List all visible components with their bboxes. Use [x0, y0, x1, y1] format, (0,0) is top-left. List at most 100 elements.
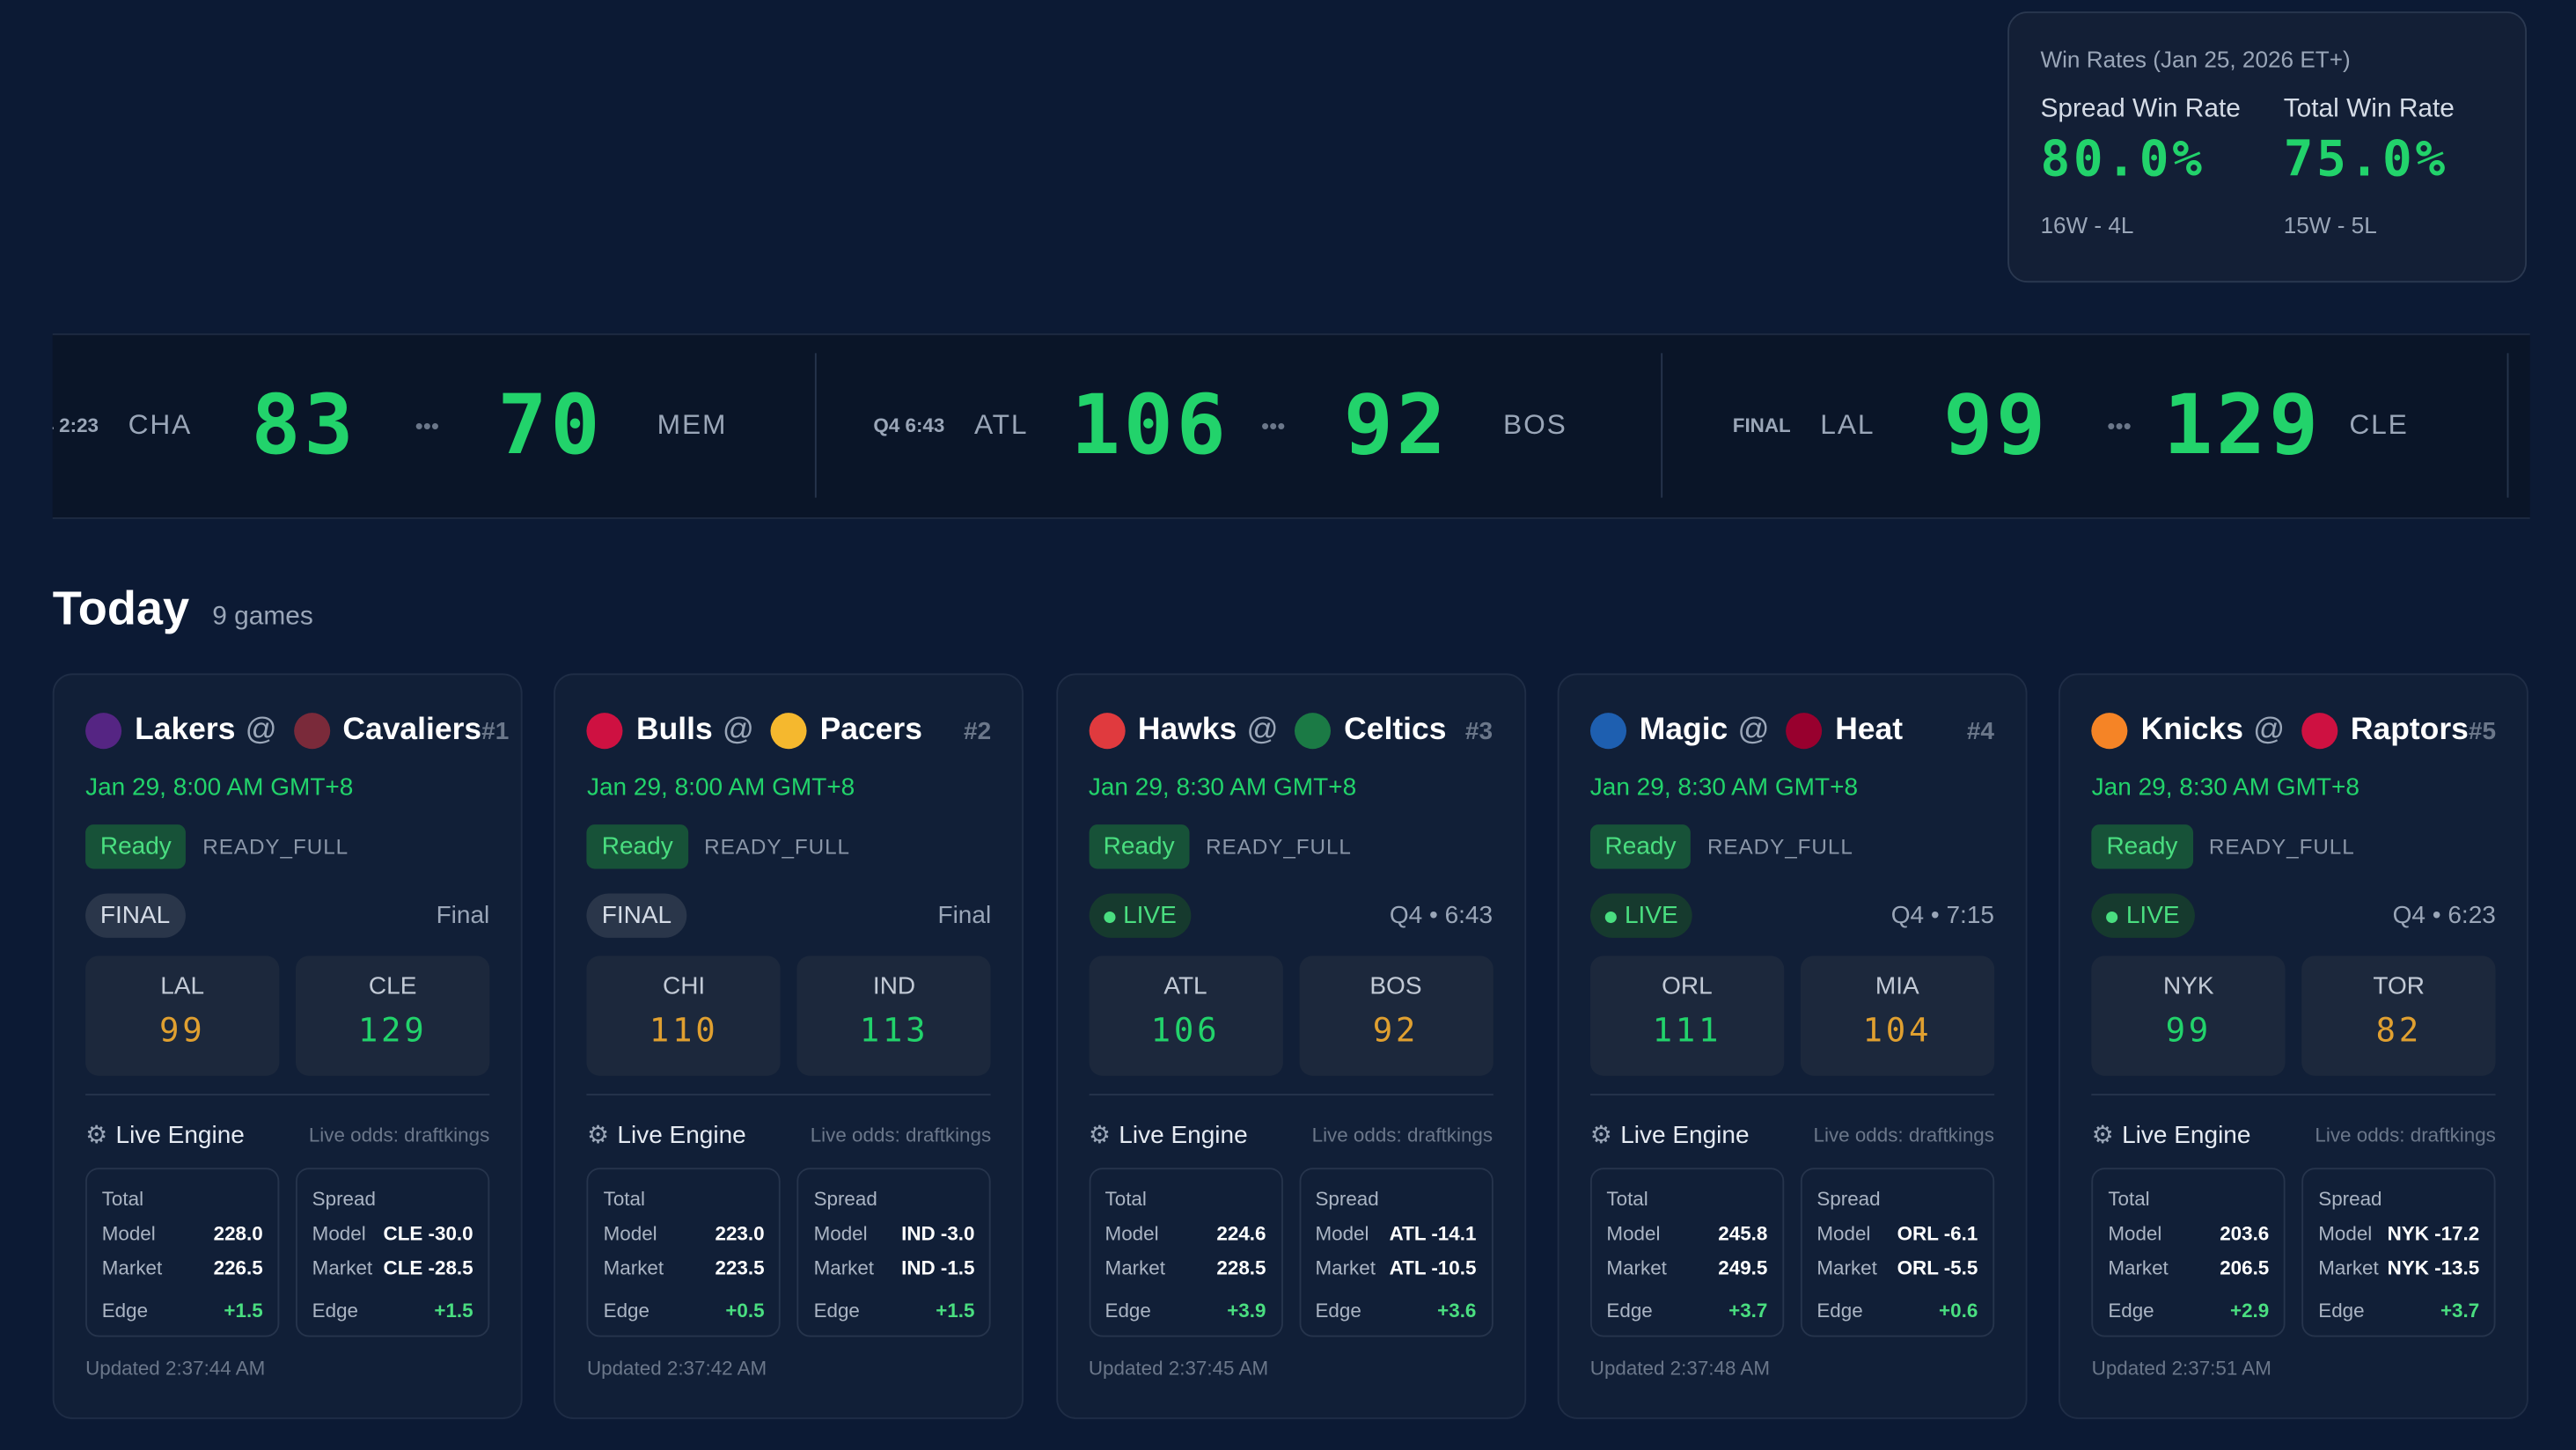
updated: Updated 2:37:42 AM	[586, 1356, 767, 1380]
score-box: MIA 104	[1800, 956, 1994, 1076]
market-row: Market ATL -10.5	[1315, 1256, 1476, 1279]
edge-value: +3.9	[1227, 1299, 1266, 1322]
home-team: Heat	[1835, 713, 1904, 748]
game-time: Jan 29, 8:30 AM GMT+8	[2091, 773, 2359, 802]
ticker-game[interactable]: Q4 6:43 ATL 106 ••• 92 BOS	[817, 353, 1663, 498]
row-label: Edge	[312, 1299, 358, 1322]
market-row: Market 228.5	[1105, 1256, 1266, 1279]
row-label: Model	[813, 1221, 868, 1245]
edge-row: Edge +1.5	[102, 1300, 263, 1322]
model-boxes: Total Model 228.0 Market 226.5 Edge +1.5 Spread…	[85, 1168, 490, 1337]
model-boxes: Total Model 245.8 Market 249.5 Edge +3.7 Spread…	[1589, 1168, 1994, 1337]
model-value: NYK -17.2	[2387, 1221, 2480, 1245]
edge-row: Edge +1.5	[312, 1300, 473, 1322]
ready-row: Ready READY_FULL	[1589, 824, 1994, 869]
edge-value: +0.5	[725, 1299, 765, 1322]
card-header: Hawks @ Celtics #3	[1088, 711, 1493, 751]
status-pill: LIVE	[1088, 893, 1192, 938]
market-row: Market CLE -28.5	[312, 1256, 473, 1279]
game-card[interactable]: Lakers @ Cavaliers #1 Jan 29, 8:00 AM GMT+8 R…	[52, 673, 523, 1419]
odds-source: Live odds: draftkings	[2315, 1123, 2496, 1146]
market-value: CLE -28.5	[383, 1256, 473, 1280]
engine-label: Live Engine	[1590, 1120, 1749, 1150]
ready-state: READY_FULL	[1206, 834, 1352, 860]
spread-box: Spread Model ATL -14.1 Market ATL -10.5 Edge +…	[1298, 1168, 1493, 1337]
total-box: Total Model 228.0 Market 226.5 Edge +1.5	[85, 1168, 280, 1337]
edge-value: +1.5	[936, 1299, 975, 1322]
away-team: Hawks	[1137, 713, 1237, 748]
status-row: LIVE Q4 • 6:23	[2091, 893, 2496, 938]
home-team: Celtics	[1344, 713, 1447, 748]
home-abbr: MEM	[657, 408, 728, 441]
score-box: IND 113	[796, 956, 992, 1076]
team-abbr: ATL	[1163, 972, 1207, 1000]
model-value: IND -3.0	[901, 1221, 975, 1245]
at-sign: @	[722, 713, 754, 748]
team-abbr: MIA	[1875, 972, 1919, 1000]
score: 106	[1150, 1010, 1221, 1050]
game-time: Jan 29, 8:00 AM GMT+8	[586, 773, 855, 802]
team-abbr: LAL	[160, 972, 205, 1000]
game-card[interactable]: Knicks @ Raptors #5 Jan 29, 8:30 AM GMT+8 Rea…	[2059, 673, 2529, 1419]
team-logo	[2091, 713, 2128, 750]
clock: Q4 • 7:15	[1890, 901, 1994, 930]
status-row: FINAL Final	[85, 893, 490, 938]
score: 82	[2375, 1010, 2422, 1050]
market-row: Market IND -1.5	[814, 1256, 975, 1279]
score-box: ATL 106	[1088, 956, 1283, 1076]
label: Spread Win Rate	[2040, 95, 2241, 124]
model-value: ORL -6.1	[1897, 1221, 1978, 1245]
ready-state: READY_FULL	[704, 834, 850, 860]
status-row: FINAL Final	[586, 893, 991, 938]
edge-value: +1.5	[224, 1299, 263, 1322]
model-value: 224.6	[1216, 1221, 1266, 1245]
edge-value: +0.6	[1939, 1299, 1978, 1322]
row-label: Market	[2108, 1256, 2169, 1280]
engine-row: Live Engine Live odds: draftkings	[85, 1120, 490, 1150]
clock: Final	[436, 901, 490, 930]
score: 99	[158, 1010, 206, 1050]
score-boxes: ORL 111 MIA 104	[1589, 956, 1994, 1076]
box-title: Spread	[1315, 1187, 1379, 1211]
ready-state: READY_FULL	[1706, 834, 1853, 860]
clock: Q4 • 6:43	[1389, 901, 1493, 930]
rank: #2	[964, 716, 992, 745]
rank: #4	[1966, 716, 1994, 745]
engine-row: Live Engine Live odds: draftkings	[1590, 1120, 1994, 1150]
ticker-game[interactable]: FINAL LAL 99 ••• 129 CLE	[1662, 353, 2509, 498]
status-pill: LIVE	[1589, 893, 1693, 938]
score: 113	[859, 1010, 929, 1050]
odds-source: Live odds: draftkings	[1813, 1123, 1994, 1146]
divider	[85, 1094, 490, 1096]
away-abbr: CHA	[128, 408, 193, 441]
updated: Updated 2:37:48 AM	[1589, 1356, 1771, 1380]
game-card[interactable]: Bulls @ Pacers #2 Jan 29, 8:00 AM GMT+8 Ready…	[554, 673, 1024, 1419]
separator: •••	[2107, 412, 2132, 439]
status-pill: LIVE	[2091, 893, 2195, 938]
divider	[2091, 1094, 2496, 1096]
team-abbr: NYK	[2163, 972, 2214, 1000]
market-value: 228.5	[1216, 1256, 1266, 1280]
edge-value: +3.7	[2440, 1299, 2480, 1322]
market-value: 206.5	[2220, 1256, 2270, 1280]
team-logo	[770, 713, 807, 750]
score: 129	[357, 1010, 428, 1050]
ready-row: Ready READY_FULL	[586, 824, 991, 869]
record: 16W - 4L	[2040, 211, 2134, 238]
win-rates-panel: Win Rates (Jan 25, 2026 ET+) Spread Win …	[2007, 11, 2527, 283]
model-row: Model 203.6	[2108, 1222, 2269, 1245]
team-logo	[1295, 713, 1332, 750]
score-boxes: LAL 99 CLE 129	[85, 956, 490, 1076]
game-card[interactable]: Hawks @ Celtics #3 Jan 29, 8:30 AM GMT+8 Read…	[1055, 673, 1526, 1419]
game-card[interactable]: Magic @ Heat #4 Jan 29, 8:30 AM GMT+8 Ready RE…	[1557, 673, 2028, 1419]
score: 111	[1652, 1010, 1722, 1050]
row-label: Model	[1816, 1221, 1871, 1245]
model-boxes: Total Model 203.6 Market 206.5 Edge +2.9 Spread…	[2091, 1168, 2496, 1337]
odds-source: Live odds: draftkings	[810, 1123, 992, 1146]
odds-source: Live odds: draftkings	[1311, 1123, 1493, 1146]
row-label: Edge	[1816, 1299, 1863, 1322]
market-row: Market 226.5	[102, 1256, 263, 1279]
clock: Q4 • 6:23	[2392, 901, 2496, 930]
ticker-game[interactable]: Q4 2:23 CHA 83 ••• 70 MEM	[53, 353, 817, 498]
score-box: TOR 82	[2301, 956, 2496, 1076]
